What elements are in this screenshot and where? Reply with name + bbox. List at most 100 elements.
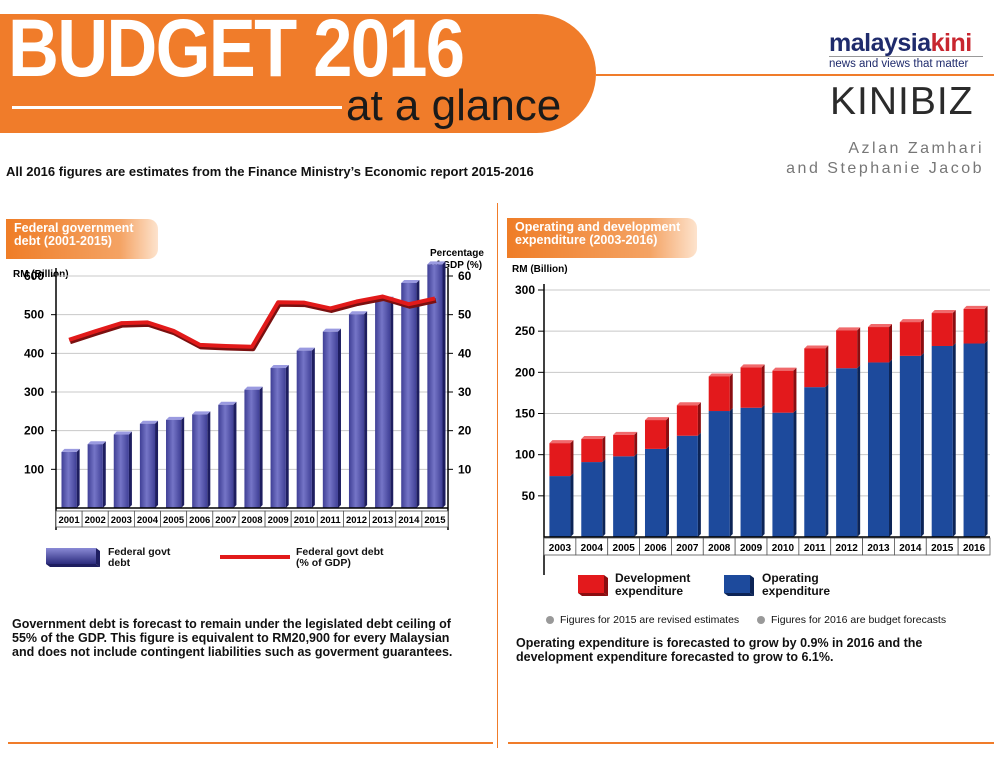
development-bar-top — [772, 367, 797, 371]
debt-y-tick-label: 300 — [24, 385, 44, 399]
legend-development-swatch — [578, 575, 608, 596]
debt-bar — [427, 264, 443, 508]
operating-bar-side — [920, 352, 924, 537]
development-bar — [931, 313, 953, 346]
debt-bar-side — [416, 279, 420, 508]
development-bar — [676, 405, 698, 436]
exp-x-tick-label: 2016 — [963, 543, 986, 554]
footnote-bullet-2 — [757, 616, 765, 624]
legend-operating-label-line1: Operating — [762, 571, 819, 585]
development-bar-side — [952, 310, 956, 346]
debt-y2-tick-label: 30 — [458, 385, 472, 399]
operating-bar-side — [857, 365, 861, 537]
bottom-rule-left — [8, 742, 493, 744]
development-bar — [708, 376, 730, 412]
development-bar-top — [836, 327, 861, 331]
development-bar — [867, 327, 890, 363]
development-bar-side — [825, 345, 829, 388]
exp-x-tick-label: 2015 — [931, 543, 954, 554]
page-subtitle: at a glance — [346, 81, 562, 130]
debt-section-title-line2: debt (2001-2015) — [14, 234, 112, 248]
debt-bar — [244, 389, 260, 508]
debt-x-tick-label: 2015 — [424, 515, 446, 526]
debt-bar-side — [102, 441, 106, 508]
debt-bar — [322, 331, 338, 508]
debt-y2-tick-label: 40 — [458, 346, 472, 360]
exp-x-tick-label: 2014 — [899, 543, 922, 554]
exp-x-tick-label: 2003 — [549, 543, 572, 554]
gdp-line — [68, 294, 436, 349]
debt-bar-top — [244, 386, 263, 390]
footnote-bullet-1 — [546, 616, 554, 624]
debt-bar — [139, 423, 156, 508]
debt-bar — [270, 368, 286, 508]
development-bar — [836, 330, 858, 369]
legend-debt-bar-label: Federal govt debt — [108, 546, 171, 569]
debt-x-tick-label: 2007 — [215, 515, 236, 526]
development-bar-side — [729, 373, 733, 412]
operating-bar — [836, 368, 858, 537]
development-bar — [740, 367, 762, 408]
debt-bar-side — [259, 386, 263, 508]
logo-divider — [829, 56, 983, 57]
debt-x-cell — [421, 510, 449, 528]
operating-bar-side — [602, 459, 606, 537]
development-bar-side — [634, 431, 638, 457]
footnote-2016: Figures for 2016 are budget forecasts — [771, 614, 947, 626]
debt-y2-axis-label-line1: Percentage — [430, 248, 484, 259]
exp-y-tick-label: 100 — [515, 448, 535, 462]
debt-bar — [113, 434, 129, 508]
legend-debt-bar-label-line1: Federal govt — [108, 546, 171, 558]
legend-operating-label: Operating expenditure — [762, 572, 830, 597]
header-rule — [596, 74, 994, 76]
operating-bar-side — [697, 432, 701, 537]
debt-bar-side — [76, 448, 80, 508]
development-bar-side — [697, 402, 701, 436]
operating-bar — [804, 387, 826, 537]
operating-bar — [772, 412, 794, 537]
exp-y-tick-label: 250 — [515, 324, 535, 338]
debt-bar-top — [113, 431, 132, 435]
debt-bar — [296, 350, 312, 508]
debt-bar — [218, 404, 234, 508]
debt-x-tick-label: 2004 — [137, 515, 159, 526]
debt-y2-tick-label: 50 — [458, 308, 472, 322]
legend-development-label-line2: expenditure — [615, 583, 684, 598]
development-bar-top — [613, 431, 638, 435]
debt-bar-side — [442, 261, 446, 508]
debt-y-tick-label: 500 — [24, 308, 44, 322]
exp-x-tick-label: 2009 — [740, 543, 763, 554]
debt-bar — [87, 444, 103, 508]
legend-debt-bar-swatch — [46, 548, 100, 567]
debt-x-tick-label: 2011 — [320, 515, 341, 526]
development-bar — [581, 439, 603, 463]
gdp-line-shadow — [69, 295, 437, 352]
development-bar-top — [899, 319, 924, 323]
debt-x-tick-label: 2006 — [189, 515, 210, 526]
debt-bar-top — [427, 261, 446, 265]
development-bar-top — [676, 402, 701, 406]
debt-y2-tick-label: 20 — [458, 424, 472, 438]
debt-y2-tick-label: 60 — [458, 269, 472, 283]
logo-text-accent: kini — [930, 29, 973, 57]
exp-x-tick-label: 2008 — [708, 543, 731, 554]
debt-bar-top — [166, 416, 185, 420]
operating-bar-side — [952, 342, 956, 537]
debt-bar-top — [401, 279, 420, 283]
debt-bar — [375, 299, 391, 508]
development-bar-side — [761, 364, 765, 408]
operating-bar — [613, 456, 635, 537]
debt-bar-top — [139, 420, 159, 424]
legend-development-label-line1: Development — [615, 571, 691, 585]
header-banner — [0, 14, 596, 133]
operating-bar-side — [984, 340, 988, 537]
legend-gdp-line-label-line1: Federal govt debt — [296, 546, 384, 558]
debt-y2-tick-label: 10 — [458, 462, 472, 476]
exp-x-tick-label: 2010 — [772, 543, 795, 554]
debt-bar — [61, 451, 77, 508]
debt-bar-top — [322, 328, 341, 332]
operating-bar — [676, 435, 698, 537]
author-line-2: and Stephanie Jacob — [786, 160, 984, 177]
malaysiakini-logo: malaysiakini — [829, 31, 972, 56]
operating-bar-side — [889, 359, 893, 537]
